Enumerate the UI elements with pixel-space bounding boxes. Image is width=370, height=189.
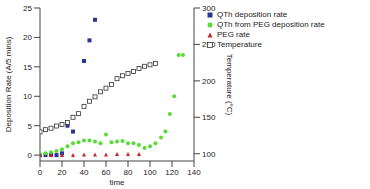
svg-text:15: 15 [23,63,32,72]
svg-text:Temperature (°C): Temperature (°C) [225,54,234,116]
svg-text:20: 20 [58,168,67,177]
html-text:QTh from PEG deposition rate: QTh from PEG deposition rate [217,20,325,29]
svg-text:100: 100 [143,168,157,177]
svg-text:150: 150 [202,113,216,122]
svg-text:140: 140 [187,168,201,177]
html-text:Temperature: Temperature [217,40,262,49]
svg-text:200: 200 [202,77,216,86]
svg-text:40: 40 [80,168,89,177]
svg-text:100: 100 [202,150,216,159]
svg-text:Deposition Rate (A/5 mins): Deposition Rate (A/5 mins) [8,36,13,132]
svg-text:5: 5 [28,122,33,131]
svg-text:60: 60 [102,168,111,177]
html-text:QTh deposition rate: QTh deposition rate [217,10,288,19]
svg-text:120: 120 [165,168,179,177]
svg-text:10: 10 [23,92,32,101]
svg-text:300: 300 [202,4,216,13]
svg-text:time: time [109,178,125,187]
svg-text:250: 250 [202,40,216,49]
svg-text:25: 25 [23,4,32,13]
svg-text:0: 0 [28,151,33,160]
svg-text:0: 0 [38,168,43,177]
svg-text:20: 20 [23,33,32,42]
svg-text:80: 80 [124,168,133,177]
html-text:PEG rate: PEG rate [217,30,250,39]
